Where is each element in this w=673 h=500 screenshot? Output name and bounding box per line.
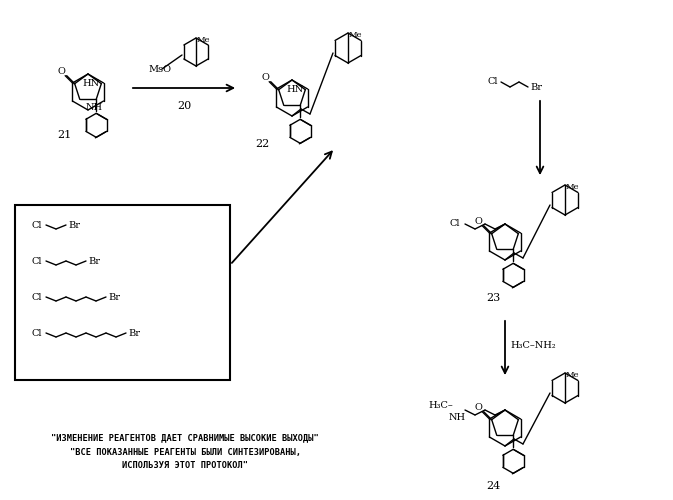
Bar xyxy=(15,205,230,380)
Text: O: O xyxy=(474,217,483,226)
Text: Cl: Cl xyxy=(488,78,499,86)
Text: H₃C–NH₂: H₃C–NH₂ xyxy=(510,340,556,349)
Text: 21: 21 xyxy=(57,130,71,140)
Text: 24: 24 xyxy=(486,481,500,491)
Text: Cl: Cl xyxy=(32,220,42,230)
Text: 22: 22 xyxy=(255,139,269,149)
Text: Me: Me xyxy=(348,31,362,39)
Text: "ВСЕ ПОКАЗАННЫЕ РЕАГЕНТЫ БЫЛИ СИНТЕЗИРОВАНЫ,: "ВСЕ ПОКАЗАННЫЕ РЕАГЕНТЫ БЫЛИ СИНТЕЗИРОВ… xyxy=(69,448,301,458)
Text: Cl: Cl xyxy=(32,328,42,338)
Text: Br: Br xyxy=(108,292,120,302)
Text: MsO: MsO xyxy=(148,66,171,74)
Text: O: O xyxy=(262,73,270,82)
Text: "ИЗМЕНЕНИЕ РЕАГЕНТОВ ДАЕТ СРАВНИМЫЕ ВЫСОКИЕ ВЫХОДЫ": "ИЗМЕНЕНИЕ РЕАГЕНТОВ ДАЕТ СРАВНИМЫЕ ВЫСО… xyxy=(51,434,319,442)
Text: NH: NH xyxy=(85,104,102,112)
Text: Me: Me xyxy=(565,371,579,379)
Text: Cl: Cl xyxy=(450,220,460,228)
Text: 23: 23 xyxy=(486,293,500,303)
Text: ИСПОЛЬЗУЯ ЭТОТ ПРОТОКОЛ": ИСПОЛЬЗУЯ ЭТОТ ПРОТОКОЛ" xyxy=(122,462,248,470)
Text: 20: 20 xyxy=(177,101,191,111)
Text: Br: Br xyxy=(128,328,140,338)
Text: Br: Br xyxy=(68,220,80,230)
Text: O: O xyxy=(474,403,483,412)
Text: Br: Br xyxy=(88,256,100,266)
Text: O: O xyxy=(58,67,66,76)
Text: Me: Me xyxy=(565,183,579,191)
Text: H₃C–: H₃C– xyxy=(428,400,453,409)
Text: HN: HN xyxy=(287,85,304,94)
Text: NH: NH xyxy=(448,414,466,422)
Text: Cl: Cl xyxy=(32,292,42,302)
Text: Br: Br xyxy=(530,82,542,92)
Text: Me: Me xyxy=(197,36,210,44)
Text: HN: HN xyxy=(83,79,100,88)
Text: Cl: Cl xyxy=(32,256,42,266)
